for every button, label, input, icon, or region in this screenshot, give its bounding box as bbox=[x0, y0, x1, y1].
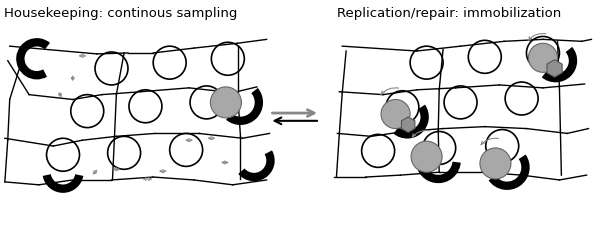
Circle shape bbox=[381, 100, 410, 129]
Circle shape bbox=[480, 148, 511, 179]
Text: Housekeeping: continous sampling: Housekeeping: continous sampling bbox=[4, 7, 237, 20]
Circle shape bbox=[528, 44, 557, 73]
Circle shape bbox=[210, 88, 242, 119]
Circle shape bbox=[411, 142, 442, 173]
Polygon shape bbox=[402, 117, 415, 133]
Polygon shape bbox=[547, 61, 562, 78]
Text: Replication/repair: immobilization: Replication/repair: immobilization bbox=[337, 7, 562, 20]
